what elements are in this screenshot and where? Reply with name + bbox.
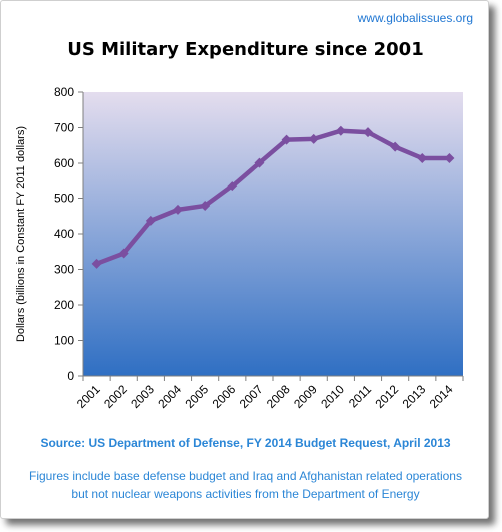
x-tick-label: 2007 (237, 382, 266, 411)
data-point (281, 134, 292, 145)
x-tick-label: 2010 (318, 382, 347, 411)
data-point (145, 215, 156, 226)
x-tick-label: 2014 (427, 382, 456, 411)
y-tick-label: 200 (54, 298, 74, 312)
data-point (417, 153, 428, 164)
x-tick-label: 2005 (182, 382, 211, 411)
y-axis-label: Dollars (billions in Constant FY 2011 do… (15, 126, 27, 342)
data-point (91, 258, 102, 269)
y-tick-label: 100 (54, 334, 74, 348)
y-tick-label: 800 (54, 85, 74, 99)
data-point (200, 200, 211, 211)
x-tick-labels: 2001200220032004200520062007200820092010… (74, 382, 456, 411)
y-tick-label: 300 (54, 263, 74, 277)
data-point (308, 133, 319, 144)
data-point (173, 204, 183, 215)
y-tick-label: 0 (67, 369, 74, 383)
x-tick-label: 2008 (264, 382, 293, 411)
chart-title: US Military Expenditure since 2001 (67, 39, 424, 60)
y-tick-labels: 0 100 200 300 400 500 600 700 800 (54, 85, 74, 383)
y-tick-label: 600 (54, 156, 74, 170)
plot-background (83, 92, 463, 376)
x-tick-label: 2004 (155, 382, 184, 411)
x-tick-label: 2013 (400, 382, 429, 411)
data-point (335, 125, 346, 136)
data-point (118, 248, 129, 259)
x-tick-label: 2003 (128, 382, 157, 411)
y-tick-label: 700 (54, 121, 74, 135)
y-tick-label: 400 (54, 227, 74, 241)
x-tick-label: 2001 (74, 382, 103, 411)
chart-card: www.globalissues.org US Military Expendi… (0, 0, 489, 519)
data-point (444, 153, 455, 164)
x-tick-label: 2002 (101, 382, 130, 411)
data-point (390, 141, 401, 152)
footnote-text: Figures include base defense budget and … (29, 469, 462, 501)
x-tick-label: 2012 (372, 382, 401, 411)
x-tick-label: 2009 (291, 382, 320, 411)
chart-axes (78, 91, 464, 381)
series-line (94, 128, 452, 267)
x-tick-label: 2006 (210, 382, 239, 411)
data-point (363, 127, 373, 138)
x-tick-label: 2011 (346, 382, 374, 410)
site-url[interactable]: www.globalissues.org (357, 11, 473, 25)
data-point (227, 181, 238, 192)
data-series (91, 125, 455, 269)
source-text: Source: US Department of Defense, FY 201… (40, 436, 451, 450)
y-tick-label: 500 (54, 192, 74, 206)
